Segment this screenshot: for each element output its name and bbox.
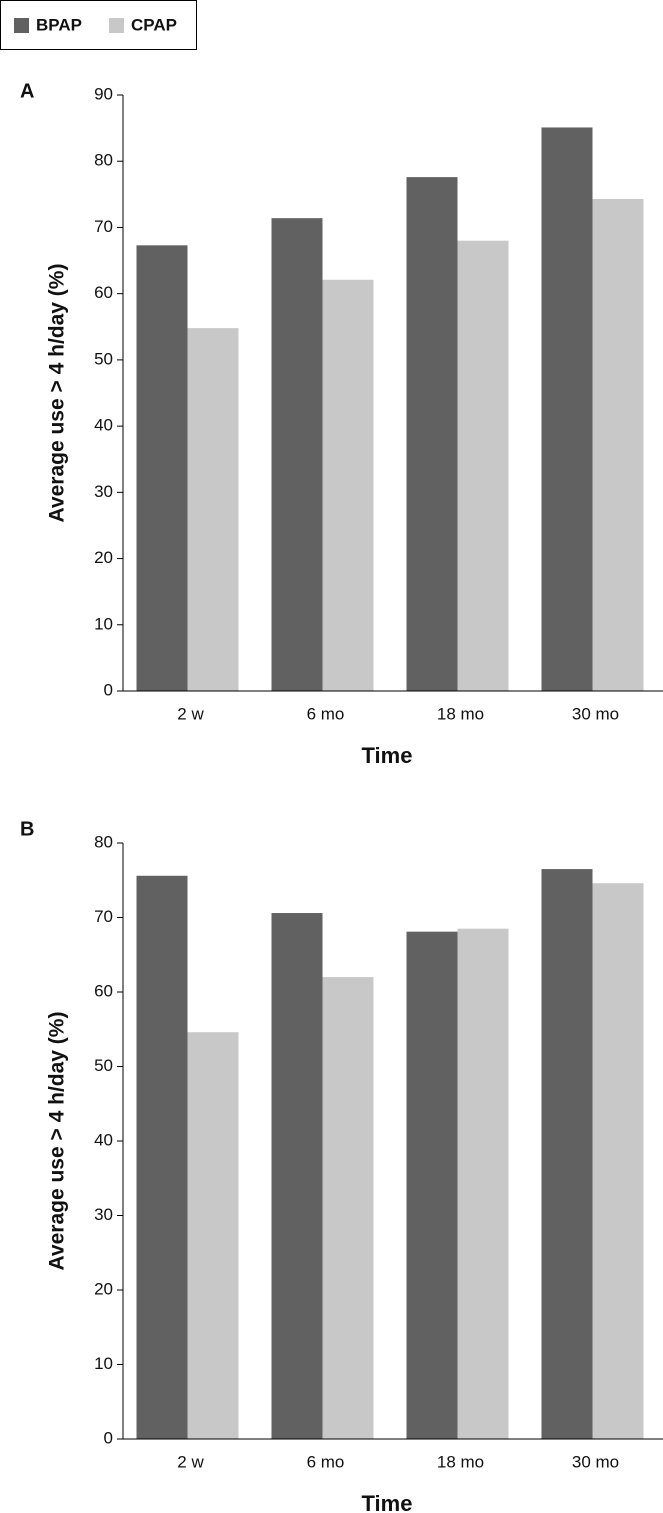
legend-box [0, 0, 197, 50]
bar [457, 928, 509, 1439]
y-tick-label: 0 [104, 1428, 113, 1447]
bar [541, 127, 593, 691]
bar [271, 913, 323, 1439]
x-tick-label: 18 mo [437, 704, 484, 723]
y-tick-label: 90 [94, 84, 113, 103]
y-tick-label: 70 [94, 907, 113, 926]
x-tick-label: 2 w [177, 1452, 204, 1471]
bar [136, 875, 188, 1439]
bar [541, 869, 593, 1439]
panel-label: B [20, 818, 34, 840]
y-tick-label: 40 [94, 1130, 113, 1149]
y-tick-label: 70 [94, 217, 113, 236]
x-tick-label: 6 mo [307, 1452, 345, 1471]
y-tick-label: 10 [94, 1354, 113, 1373]
x-axis-label: Time [362, 1491, 413, 1513]
bar [592, 883, 644, 1439]
y-tick-label: 0 [104, 680, 113, 699]
y-tick-label: 30 [94, 1205, 113, 1224]
y-tick-label: 40 [94, 416, 113, 435]
bar [136, 245, 188, 691]
legend-swatch [109, 18, 124, 33]
y-tick-label: 60 [94, 283, 113, 302]
bar [457, 240, 509, 691]
y-tick-label: 80 [94, 151, 113, 170]
bar [271, 218, 323, 691]
x-tick-label: 30 mo [572, 1452, 619, 1471]
y-axis-label: Average use > 4 h/day (%) [46, 264, 69, 523]
y-tick-label: 30 [94, 482, 113, 501]
legend-swatch [14, 18, 29, 33]
y-tick-label: 10 [94, 614, 113, 633]
y-tick-label: 50 [94, 1056, 113, 1075]
y-tick-label: 50 [94, 349, 113, 368]
bar [406, 177, 458, 692]
y-axis-label: Average use > 4 h/day (%) [46, 1012, 69, 1271]
x-tick-label: 30 mo [572, 704, 619, 723]
panel-label: A [20, 80, 34, 102]
y-tick-label: 60 [94, 981, 113, 1000]
bar [187, 1032, 239, 1439]
bar [322, 279, 374, 691]
x-tick-label: 6 mo [307, 704, 345, 723]
y-tick-label: 20 [94, 548, 113, 567]
x-tick-label: 2 w [177, 704, 204, 723]
bar [406, 931, 458, 1439]
bar [592, 198, 644, 692]
bar [322, 977, 374, 1439]
y-tick-label: 80 [94, 832, 113, 851]
x-axis-label: Time [362, 743, 413, 768]
x-tick-label: 18 mo [437, 1452, 484, 1471]
legend-label: BPAP [36, 15, 82, 34]
bar [187, 328, 239, 691]
y-tick-label: 20 [94, 1279, 113, 1298]
legend-label: CPAP [131, 15, 177, 34]
